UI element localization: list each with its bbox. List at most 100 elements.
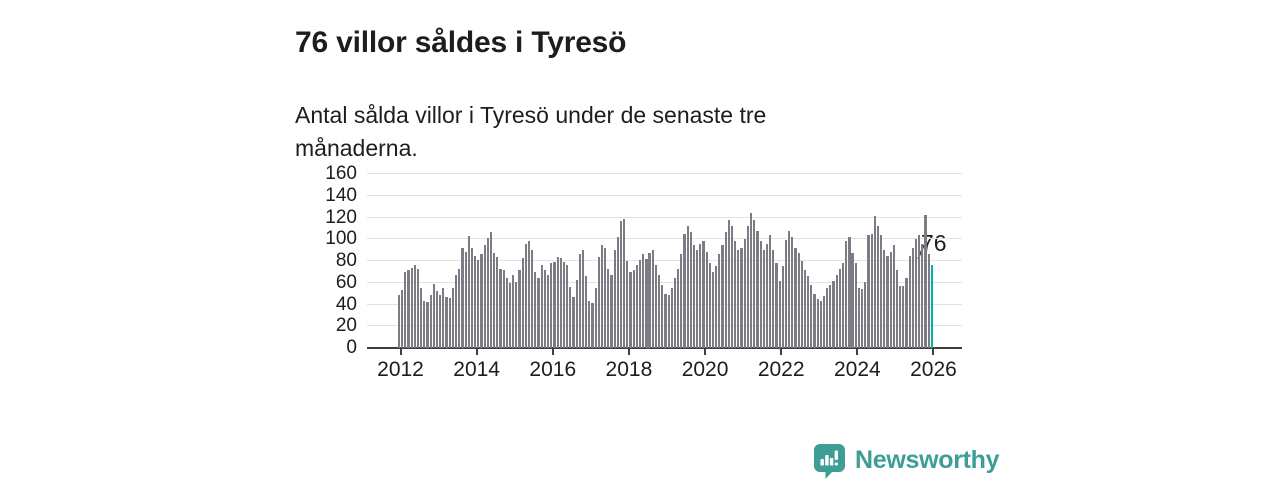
bar [692, 244, 696, 348]
y-axis-tick-label: 80 [335, 250, 357, 271]
bar [899, 286, 902, 348]
gridline [367, 194, 962, 196]
bar [499, 268, 502, 348]
bar [813, 293, 816, 348]
bar [769, 234, 772, 348]
bar [467, 236, 470, 348]
bar [572, 296, 575, 348]
gridline [367, 238, 962, 240]
bar [486, 238, 489, 348]
bar [588, 301, 591, 348]
bar [626, 261, 629, 348]
bar [889, 252, 892, 348]
bar [575, 279, 578, 348]
bar [921, 243, 924, 348]
bar [670, 288, 673, 348]
bar [401, 290, 404, 348]
bar [854, 263, 857, 348]
bar [623, 218, 626, 348]
bar [426, 302, 429, 348]
bar [413, 265, 416, 348]
bar [838, 268, 841, 348]
bar [635, 265, 638, 348]
bar [705, 252, 708, 348]
bar [873, 216, 876, 348]
bar [613, 250, 616, 348]
bar [708, 263, 711, 348]
bar [496, 256, 499, 348]
bar [651, 250, 654, 348]
y-axis-tick-label: 100 [325, 228, 357, 250]
bar [816, 299, 819, 348]
bar [788, 230, 791, 348]
bar [432, 283, 435, 348]
bar [515, 281, 518, 348]
bar [883, 250, 886, 348]
bar [556, 256, 559, 348]
bar [800, 261, 803, 348]
bar [569, 287, 572, 348]
bar [553, 262, 556, 348]
bar [861, 289, 864, 348]
newsworthy-logo: Newsworthy [811, 442, 1000, 479]
bar [867, 234, 870, 348]
bar [638, 259, 642, 348]
y-axis-tick-label: 160 [325, 163, 357, 184]
bar [797, 253, 800, 348]
bar [857, 288, 861, 348]
bar [480, 254, 483, 348]
bar [546, 275, 550, 348]
bar [841, 263, 845, 348]
bar [689, 231, 692, 348]
bar [629, 271, 632, 348]
bar [566, 265, 569, 348]
bar [673, 278, 677, 348]
bar [502, 269, 505, 348]
bar [524, 243, 527, 348]
bar [845, 241, 848, 348]
bar [835, 275, 838, 348]
bar [826, 288, 829, 348]
bar [686, 226, 689, 348]
bar [537, 278, 540, 348]
bar [724, 231, 727, 348]
bar [407, 269, 410, 348]
bar [559, 257, 562, 348]
bar [470, 247, 474, 348]
x-axis-tick-label: 2018 [605, 358, 653, 381]
bar [604, 247, 607, 348]
bar [911, 247, 914, 348]
bar [581, 250, 585, 348]
bar [550, 263, 553, 348]
bar [892, 244, 895, 348]
y-axis-tick-label: 20 [335, 315, 357, 337]
y-axis-tick-label: 120 [325, 206, 357, 228]
bar [902, 286, 905, 348]
gridline [367, 260, 962, 261]
bar [746, 226, 749, 348]
bar [493, 253, 496, 348]
bar [448, 297, 451, 348]
x-axis-tick [856, 349, 859, 355]
bar [527, 241, 531, 348]
highlighted-bar [930, 265, 933, 348]
bar [464, 252, 467, 348]
bar [489, 231, 493, 348]
x-axis-tick [551, 349, 554, 355]
bar [819, 301, 822, 348]
bar [477, 259, 480, 348]
bar [416, 268, 420, 348]
bar [654, 265, 658, 348]
bar [531, 250, 534, 348]
bar [702, 241, 705, 348]
bar [518, 269, 521, 348]
newsworthy-chart-bubble-icon [814, 444, 845, 479]
bar [794, 247, 797, 348]
bar [420, 288, 423, 348]
bar [905, 278, 908, 348]
bar [886, 255, 889, 348]
gridline [367, 173, 962, 174]
y-axis-tick-label: 140 [325, 184, 357, 206]
bar [784, 240, 788, 348]
bar [696, 250, 699, 348]
